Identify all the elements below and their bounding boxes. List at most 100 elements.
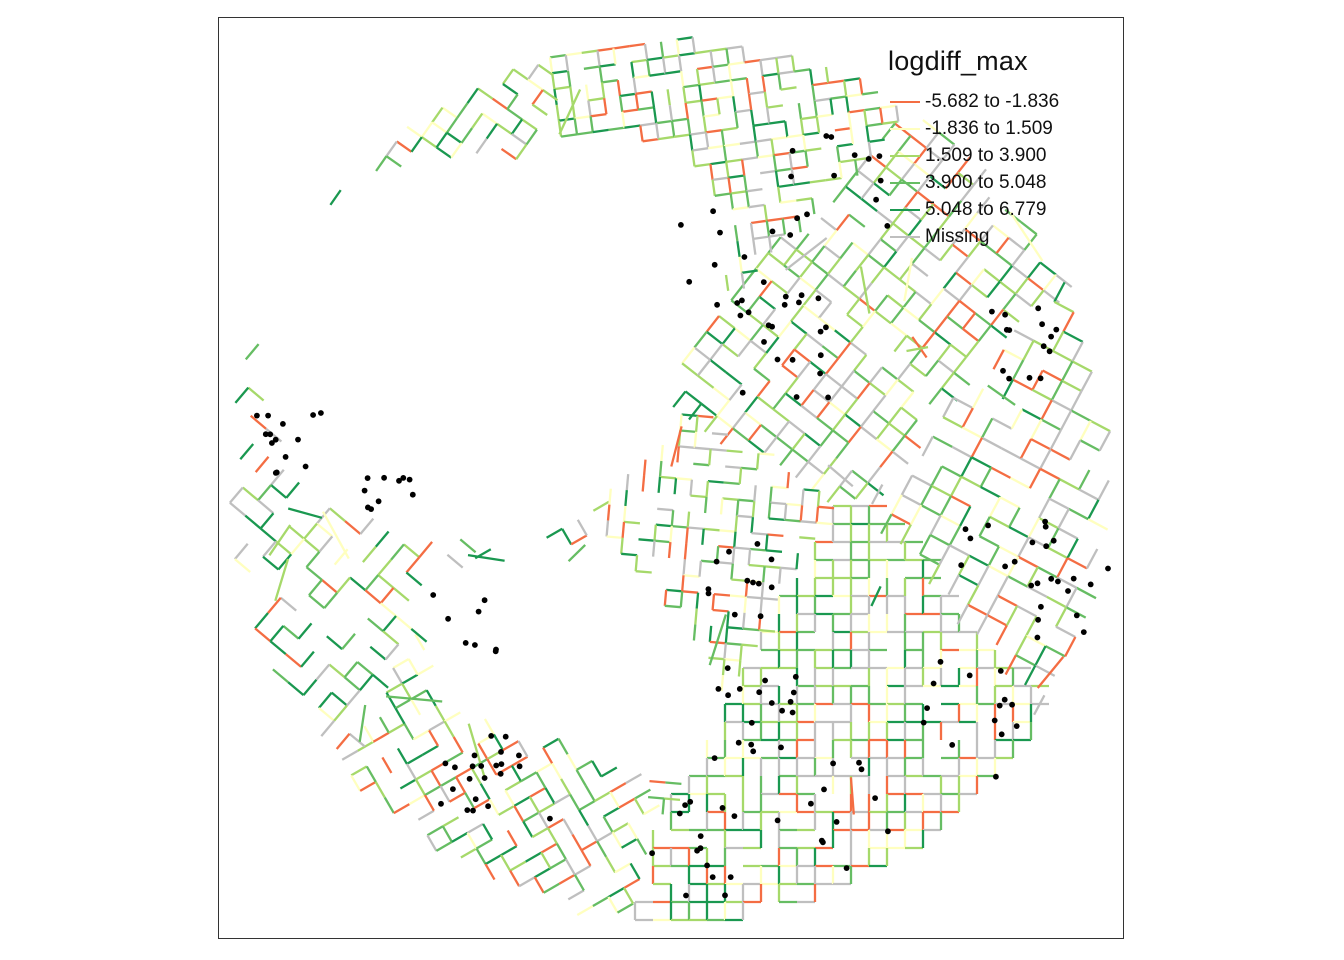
street-segment	[566, 753, 578, 771]
street-segment	[384, 643, 400, 661]
street-segment	[932, 203, 950, 218]
map-point	[725, 692, 731, 699]
map-panel[interactable]	[218, 17, 1124, 939]
street-segment	[941, 143, 956, 162]
street-segment	[675, 477, 693, 481]
street-segment	[622, 505, 627, 523]
street-segment	[956, 604, 969, 625]
street-segment	[517, 740, 529, 758]
street-segment	[466, 87, 479, 104]
street-segment	[578, 800, 596, 812]
map-point	[825, 394, 831, 401]
street-segment	[909, 347, 924, 365]
street-segment	[823, 245, 841, 260]
street-segment	[914, 290, 933, 306]
street-segment	[838, 469, 853, 488]
street-segment	[960, 456, 973, 478]
map-point	[1073, 612, 1080, 619]
street-segment	[684, 102, 690, 119]
street-segment	[401, 673, 419, 685]
street-segment	[382, 615, 397, 633]
street-segment	[569, 793, 581, 811]
street-segment	[712, 386, 731, 402]
street-segment	[711, 593, 716, 611]
street-segment	[1078, 488, 1100, 501]
street-segment	[758, 452, 775, 456]
legend-label-5: 5.048 to 6.779	[925, 199, 1047, 220]
street-segment	[784, 518, 801, 523]
street-segment	[711, 179, 716, 196]
street-segment	[767, 533, 784, 538]
street-segment	[720, 675, 725, 692]
street-segment	[329, 189, 342, 206]
street-segment	[783, 264, 801, 279]
street-segment	[795, 233, 810, 251]
street-segment	[553, 88, 558, 106]
street-segment	[740, 272, 746, 289]
street-segment	[749, 324, 764, 342]
street-segment	[1039, 448, 1052, 470]
street-segment	[1078, 469, 1091, 491]
street-segment	[1039, 261, 1057, 276]
street-segment	[819, 429, 834, 447]
street-segment	[635, 90, 652, 95]
street-segment	[834, 329, 852, 344]
street-segment	[300, 650, 315, 668]
street-segment	[903, 434, 922, 449]
street-segments-layer	[229, 36, 1112, 922]
street-segment	[870, 266, 885, 284]
street-segment	[961, 407, 974, 429]
street-segment	[383, 796, 395, 814]
street-segment	[879, 107, 884, 124]
street-segment	[431, 106, 444, 123]
street-segment	[390, 543, 405, 561]
street-segment	[847, 426, 862, 444]
street-segment	[504, 789, 516, 807]
street-segment	[843, 77, 861, 82]
street-segment	[688, 402, 703, 421]
street-segment	[740, 466, 758, 471]
street-segment	[548, 57, 554, 74]
street-segment	[697, 414, 714, 419]
map-point	[851, 152, 858, 159]
street-segment	[987, 545, 1000, 567]
street-segment	[594, 791, 611, 803]
street-segment	[502, 740, 520, 752]
street-segment	[607, 887, 625, 898]
street-segment	[268, 524, 292, 556]
street-segment	[333, 704, 348, 722]
street-segment	[558, 89, 582, 135]
street-segment	[1019, 438, 1033, 460]
street-segment	[477, 742, 489, 760]
street-segment	[385, 695, 443, 703]
street-segment	[762, 566, 766, 583]
street-segment	[316, 507, 331, 525]
street-segment	[727, 177, 732, 194]
street-segment	[588, 97, 605, 102]
street-segment	[762, 72, 779, 78]
street-segment	[939, 495, 953, 517]
street-network-map[interactable]	[219, 18, 1124, 939]
street-segment	[555, 843, 567, 860]
street-segment	[479, 783, 491, 800]
street-segment	[1034, 645, 1047, 667]
street-segment	[751, 501, 756, 518]
street-segment	[685, 99, 702, 105]
street-segment	[838, 161, 843, 179]
street-segment	[358, 704, 367, 742]
street-segment	[659, 475, 677, 480]
street-segment	[989, 308, 1005, 327]
street-segment	[1064, 636, 1077, 657]
street-segment	[999, 496, 1021, 509]
street-segment	[365, 765, 377, 783]
street-segment	[621, 552, 638, 557]
street-segment	[378, 716, 390, 734]
street-segment	[633, 798, 645, 815]
map-point	[1028, 582, 1035, 589]
street-segment	[840, 385, 859, 400]
street-segment	[763, 436, 778, 454]
street-segment	[567, 889, 585, 901]
street-segment	[816, 490, 821, 507]
street-segment	[760, 582, 765, 599]
street-segment	[723, 142, 741, 148]
